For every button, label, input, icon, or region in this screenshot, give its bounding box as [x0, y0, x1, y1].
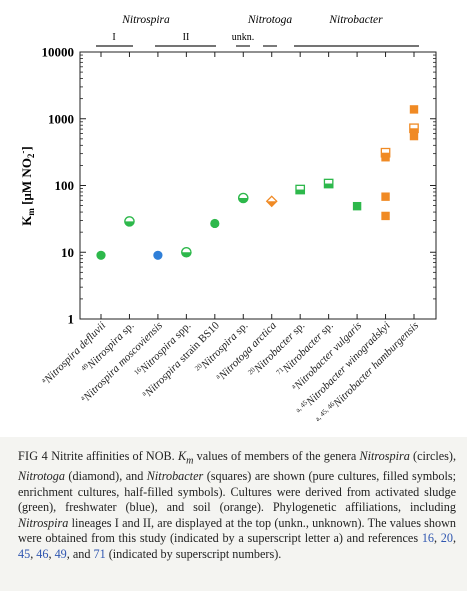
data-point-circle: [210, 218, 220, 229]
ref-link-45[interactable]: 45: [18, 547, 31, 561]
data-point-square: [381, 211, 390, 221]
ref-link-20[interactable]: 20: [440, 531, 453, 546]
data-point-square: [409, 131, 419, 141]
group-label-nitrospira: Nitrospira: [121, 14, 170, 26]
group-label-nitrotoga: Nitrotoga: [247, 14, 293, 26]
ref-link-46[interactable]: 46: [36, 547, 49, 561]
x-category-label: a, 45, 46Nitrobacter hamburgensis: [314, 319, 422, 427]
y-tick-label: 100: [55, 178, 75, 193]
lineage-label-1: I: [112, 32, 115, 43]
data-point-square: [323, 178, 334, 189]
data-point-circle: [96, 250, 106, 260]
lineage-label-unkn: unkn.: [232, 32, 255, 43]
y-tick-label: 10000: [42, 45, 75, 60]
km-figure: Nitrospira Nitrotoga Nitrobacter I II un…: [18, 14, 437, 427]
data-point-circle: [181, 246, 192, 258]
ref-link-49[interactable]: 49: [54, 547, 67, 561]
y-axis-title: Km [µM NO2-]: [18, 146, 36, 226]
y-tick-label: 10: [61, 245, 74, 260]
ref-link-16[interactable]: 16: [421, 531, 434, 546]
y-axis: 10000 1000 100 10 1: [42, 45, 436, 327]
figure-caption: FIG 4 Nitrite affinities of NOB. Km valu…: [18, 449, 457, 561]
plot-frame: [79, 51, 437, 320]
data-point-square: [380, 147, 391, 158]
data-point-square: [381, 192, 390, 201]
ref-link-71[interactable]: 71: [93, 547, 106, 561]
data-point-square: [409, 105, 419, 114]
y-tick-label: 1000: [48, 111, 74, 126]
caption-label: FIG 4: [18, 449, 48, 463]
data-point-circle: [153, 250, 163, 260]
y-tick-label: 1: [68, 312, 75, 327]
data-point-circle: [237, 192, 249, 204]
caption-box: [0, 437, 467, 591]
data-points: [96, 105, 419, 260]
data-point-circle: [124, 216, 135, 227]
data-point-square: [409, 123, 419, 134]
data-point-diamond: [265, 195, 278, 208]
data-point-square: [295, 184, 306, 195]
lineage-label-2: II: [183, 32, 190, 43]
data-point-square: [352, 201, 362, 211]
group-label-nitrobacter: Nitrobacter: [328, 14, 383, 26]
